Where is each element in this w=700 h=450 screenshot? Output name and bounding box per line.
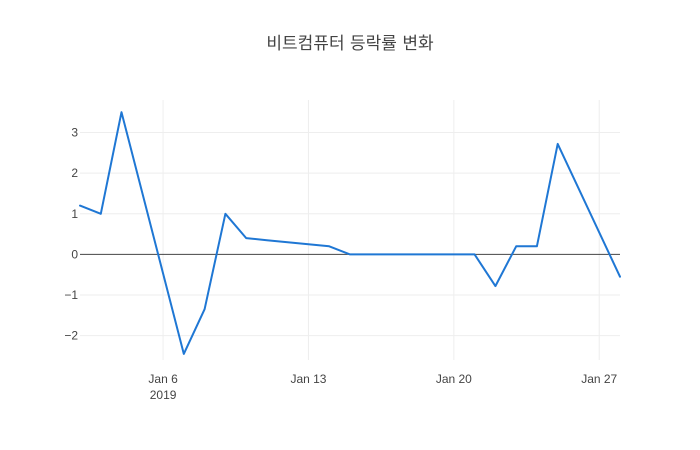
data-point [222, 211, 228, 217]
y-tick-label: −2 [64, 329, 78, 343]
data-point [264, 237, 270, 243]
series-line [79, 111, 621, 355]
y-tick-label: 0 [71, 247, 78, 261]
chart-title: 비트컴퓨터 등락률 변화 [266, 34, 434, 54]
x-tick-label: Jan 6 [148, 372, 178, 386]
data-point [513, 243, 519, 249]
data-point [202, 306, 208, 312]
data-point [77, 203, 83, 209]
data-point [326, 243, 332, 249]
data-point [472, 251, 478, 257]
data-point [243, 235, 249, 241]
data-point [389, 251, 395, 257]
axis-layer: 3 2 1 0 −1 −2 Jan 6 2019 Jan 13 Jan 20 Jan 27 [64, 126, 620, 402]
x-tick-label: Jan 20 [436, 372, 472, 386]
y-tick-label: 1 [71, 207, 78, 221]
x-tick-label: Jan 27 [581, 372, 617, 386]
data-point [119, 109, 125, 115]
data-point [98, 211, 104, 217]
grid-layer [80, 100, 620, 360]
y-tick-label: 2 [71, 166, 78, 180]
series-layer [77, 109, 623, 357]
x-tick-sublabel: 2019 [150, 388, 177, 402]
x-tick-label: Jan 13 [290, 372, 326, 386]
data-point [347, 251, 353, 257]
data-point [534, 243, 540, 249]
data-point [617, 274, 623, 280]
data-point [492, 283, 498, 289]
y-tick-label: −1 [64, 288, 78, 302]
data-point [368, 251, 374, 257]
y-tick-label: 3 [71, 126, 78, 140]
data-point [181, 351, 187, 357]
data-point [555, 141, 561, 147]
data-point [409, 251, 415, 257]
